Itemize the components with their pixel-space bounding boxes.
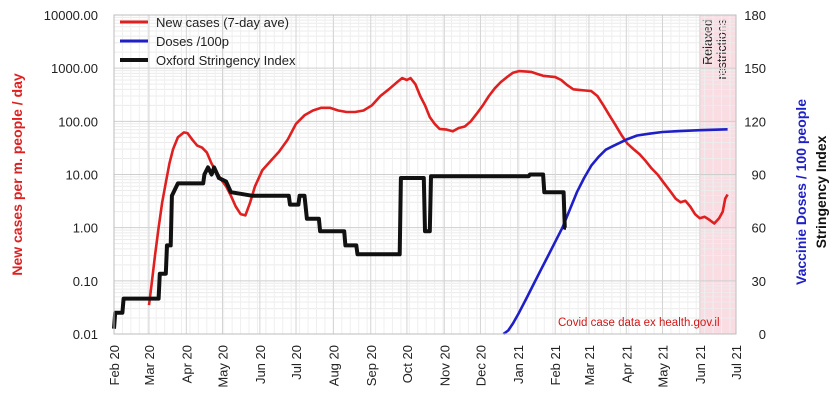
right-tick-label: 120 bbox=[744, 114, 766, 129]
x-tick-label: Apr 21 bbox=[619, 345, 634, 383]
series-layer bbox=[112, 69, 729, 336]
x-tick-label: Jun 21 bbox=[693, 345, 708, 384]
left-axis-title: New cases per m. people / day bbox=[9, 73, 25, 276]
right-tick-label: 180 bbox=[744, 8, 766, 23]
left-tick-label: 0.01 bbox=[73, 327, 98, 342]
series-line-3 bbox=[112, 165, 567, 329]
left-tick-label: 10000.00 bbox=[44, 8, 98, 23]
x-tick-label: May 21 bbox=[655, 345, 670, 388]
right-tick-label: 150 bbox=[744, 61, 766, 76]
right-tick-label: 60 bbox=[752, 221, 766, 236]
x-tick-label: Mar 20 bbox=[142, 345, 157, 385]
left-tick-label: 10.00 bbox=[65, 168, 98, 183]
axis-layer: 0.01 0.10 1.00 10.00 100.00 1000.00 10000.00 0 3… bbox=[9, 8, 829, 388]
x-tick-label: Sep 20 bbox=[364, 345, 379, 386]
x-tick-label: Jul 21 bbox=[729, 345, 744, 380]
legend-label-1: New cases (7-day ave) bbox=[156, 15, 289, 30]
x-tick-label: Mar 21 bbox=[582, 345, 597, 385]
x-tick-label: Apr 20 bbox=[179, 345, 194, 383]
x-tick-label: Aug 20 bbox=[326, 345, 341, 386]
right-tick-label: 0 bbox=[759, 327, 766, 342]
x-tick-label: Dec 20 bbox=[473, 345, 488, 386]
x-tick-label: Feb 21 bbox=[548, 345, 563, 385]
left-tick-label: 1.00 bbox=[73, 221, 98, 236]
right-tick-label: 30 bbox=[752, 274, 766, 289]
x-tick-label: Oct 20 bbox=[400, 345, 415, 383]
series-line-2 bbox=[502, 128, 728, 336]
source-annotation: Covid case data ex health.gov.il bbox=[558, 317, 720, 329]
legend-label-3: Oxford Stringency Index bbox=[156, 53, 296, 68]
right-tick-label: 90 bbox=[752, 168, 766, 183]
left-tick-label: 1000.00 bbox=[51, 61, 98, 76]
legend-label-2: Doses /100p bbox=[156, 34, 229, 49]
x-tick-label: Jul 20 bbox=[289, 345, 304, 380]
left-tick-label: 0.10 bbox=[73, 274, 98, 289]
x-tick-label: Nov 20 bbox=[437, 345, 452, 386]
plot-border bbox=[113, 14, 737, 335]
legend: New cases (7-day ave) Doses /100p Oxford S… bbox=[120, 15, 296, 68]
right-axis-title-stringency: Stringency Index bbox=[813, 135, 829, 248]
left-tick-label: 100.00 bbox=[58, 114, 98, 129]
x-tick-label: Feb 20 bbox=[107, 345, 122, 385]
x-tick-label: Jan 21 bbox=[511, 345, 526, 384]
x-tick-label: Jun 20 bbox=[253, 345, 268, 384]
x-tick-label: May 20 bbox=[215, 345, 230, 388]
right-axis-title-doses: Vaccinie Doses / 100 people bbox=[793, 99, 809, 285]
